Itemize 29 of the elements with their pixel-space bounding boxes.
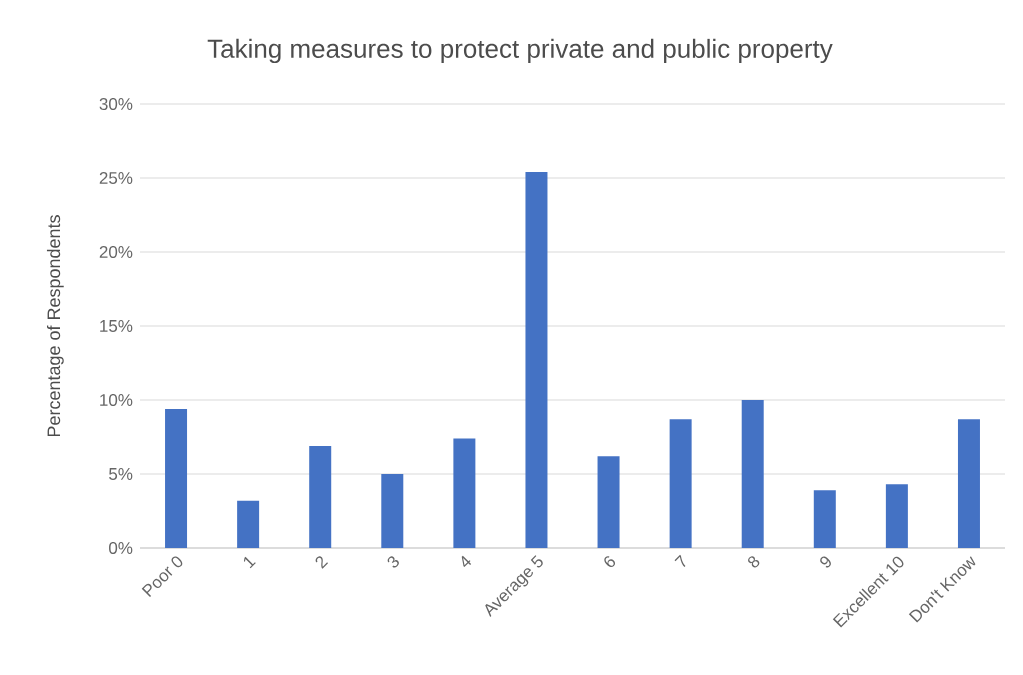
bar <box>453 438 476 548</box>
bar <box>741 400 764 548</box>
bar <box>597 456 620 548</box>
y-tick-label: 20% <box>99 246 133 259</box>
x-tick-label: 4 <box>461 555 472 568</box>
bar <box>669 419 692 548</box>
x-tick-label: 6 <box>604 556 616 568</box>
x-tick-label: 8 <box>748 556 760 568</box>
bar <box>957 419 980 548</box>
x-tick-label: 9 <box>820 556 831 568</box>
bar <box>525 172 548 548</box>
bar <box>885 484 908 548</box>
y-tick-label: 15% <box>100 320 133 332</box>
x-tick-label: 2 <box>315 556 328 569</box>
y-axis-title: Percentage of Respondents <box>46 215 64 437</box>
x-tick-label: 7 <box>674 554 686 568</box>
chart-title: Taking measures to protect private and public property <box>207 38 833 64</box>
bar <box>813 490 836 548</box>
y-tick-label: 25% <box>99 172 133 185</box>
bar <box>165 408 188 548</box>
x-tick-label: 3 <box>387 556 399 568</box>
bar <box>237 500 260 548</box>
y-tick-label: 0% <box>109 541 133 555</box>
bar <box>309 445 332 548</box>
x-tick-label: 1 <box>243 556 256 569</box>
bar <box>381 474 404 548</box>
y-tick-label: 5% <box>109 468 133 480</box>
y-tick-label: 10% <box>100 394 133 407</box>
y-tick-label: 30% <box>99 98 133 111</box>
